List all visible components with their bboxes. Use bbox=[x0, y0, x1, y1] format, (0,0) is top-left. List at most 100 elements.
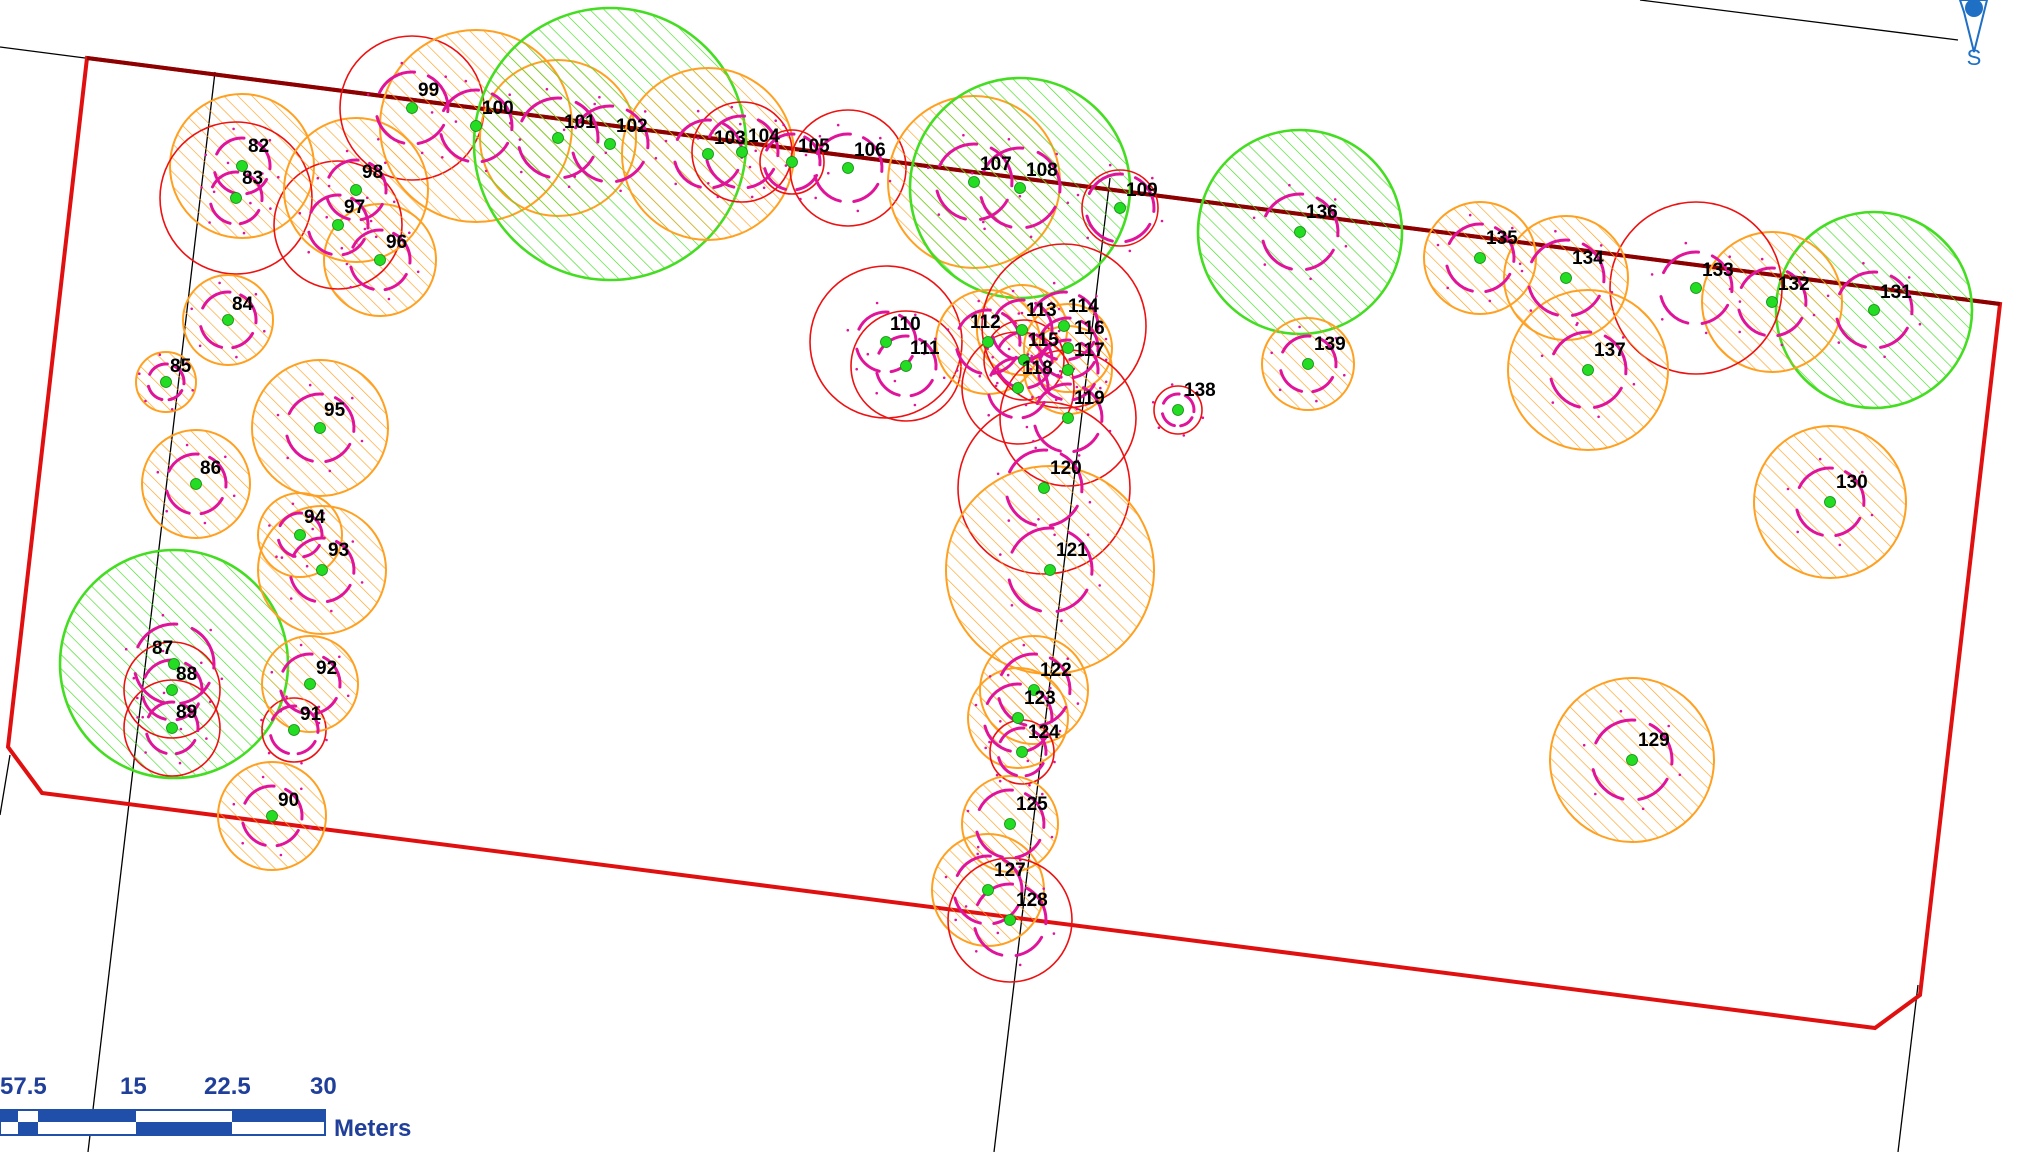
tree-point-127[interactable] bbox=[982, 884, 994, 896]
tree-point-83[interactable] bbox=[230, 192, 242, 204]
tree-point-119[interactable] bbox=[1062, 412, 1074, 424]
tree-point-114[interactable] bbox=[1058, 320, 1070, 332]
tree-point-97[interactable] bbox=[332, 219, 344, 231]
tree-point-136[interactable] bbox=[1294, 226, 1306, 238]
root-zone-tick-130-2 bbox=[1796, 530, 1799, 534]
tree-point-125[interactable] bbox=[1004, 818, 1016, 830]
tree-point-95[interactable] bbox=[314, 422, 326, 434]
root-zone-tick-134-3 bbox=[1518, 262, 1522, 266]
tree-point-104[interactable] bbox=[736, 146, 748, 158]
root-zone-arc-125-2 bbox=[1014, 838, 1042, 859]
tree-point-96[interactable] bbox=[374, 254, 386, 266]
tree-point-137[interactable] bbox=[1582, 364, 1594, 376]
tree-point-120[interactable] bbox=[1038, 482, 1050, 494]
tree-point-102[interactable] bbox=[604, 138, 616, 150]
tree-point-118[interactable] bbox=[1012, 382, 1024, 394]
tree-point-111[interactable] bbox=[900, 360, 912, 372]
root-zone-tick-102-4 bbox=[598, 95, 601, 99]
tree-point-101[interactable] bbox=[552, 132, 564, 144]
tree-point-105[interactable] bbox=[786, 156, 798, 168]
tree-point-132[interactable] bbox=[1766, 296, 1778, 308]
tree-point-113[interactable] bbox=[1016, 324, 1028, 336]
tree-point-117[interactable] bbox=[1062, 364, 1074, 376]
tree-point-93[interactable] bbox=[316, 564, 328, 576]
tree-label-115: 115 bbox=[1028, 330, 1059, 351]
tree-point-138[interactable] bbox=[1172, 404, 1184, 416]
root-zone-arc-135-0 bbox=[1447, 222, 1484, 245]
tree-point-90[interactable] bbox=[266, 810, 278, 822]
tree-point-122[interactable] bbox=[1028, 684, 1040, 696]
tree-point-87[interactable] bbox=[168, 658, 180, 670]
root-zone-arc-83-0 bbox=[211, 170, 240, 189]
tree-point-108[interactable] bbox=[1014, 182, 1026, 194]
root-zone-tick-84-5 bbox=[254, 292, 258, 296]
tree-point-86[interactable] bbox=[190, 478, 202, 490]
tree-point-109[interactable] bbox=[1114, 202, 1126, 214]
tree-label-123: 123 bbox=[1024, 688, 1056, 709]
root-zone-arc-82-3 bbox=[213, 171, 238, 195]
root-zone-arc-85-0 bbox=[148, 362, 169, 376]
root-zone-tick-82-1 bbox=[249, 201, 252, 205]
root-zone-arc-111-3 bbox=[875, 371, 901, 397]
tree-label-134: 134 bbox=[1572, 248, 1604, 269]
root-zone-tick-88-2 bbox=[141, 715, 144, 719]
root-zone-tick-139-4 bbox=[1298, 325, 1301, 329]
root-zone-tick-84-1 bbox=[235, 355, 238, 359]
root-zone-arc-131-3 bbox=[1835, 317, 1867, 349]
root-zone-arc-96-2 bbox=[383, 272, 408, 292]
tree-point-107[interactable] bbox=[968, 176, 980, 188]
tree-point-92[interactable] bbox=[304, 678, 316, 690]
root-zone-tick-102-5 bbox=[643, 110, 647, 113]
tree-point-99[interactable] bbox=[406, 102, 418, 114]
root-zone-tick-101-1 bbox=[567, 185, 571, 189]
tree-point-82[interactable] bbox=[236, 160, 248, 172]
root-zone-arc-104-1 bbox=[756, 118, 780, 158]
tree-point-133[interactable] bbox=[1690, 282, 1702, 294]
tree-point-98[interactable] bbox=[350, 184, 362, 196]
tree-point-89[interactable] bbox=[166, 722, 178, 734]
root-zone-arc-100-0 bbox=[442, 88, 480, 113]
tree-point-116[interactable] bbox=[1062, 342, 1074, 354]
root-zone-tick-128-5 bbox=[1042, 887, 1045, 890]
tree-point-121[interactable] bbox=[1044, 564, 1056, 576]
root-zone-arc-89-1 bbox=[182, 703, 200, 733]
root-zone-arc-120-1 bbox=[1059, 452, 1084, 494]
tree-point-112[interactable] bbox=[982, 336, 994, 348]
tree-point-106[interactable] bbox=[842, 162, 854, 174]
tree-point-115[interactable] bbox=[1018, 354, 1030, 366]
tree-point-110[interactable] bbox=[880, 336, 892, 348]
tree-point-88[interactable] bbox=[166, 684, 178, 696]
tree-point-129[interactable] bbox=[1626, 754, 1638, 766]
tree-point-134[interactable] bbox=[1560, 272, 1572, 284]
tree-label-101: 101 bbox=[564, 112, 596, 133]
tree-point-103[interactable] bbox=[702, 148, 714, 160]
tree-label-132: 132 bbox=[1778, 274, 1810, 295]
tree-point-124[interactable] bbox=[1016, 746, 1028, 758]
tree-point-130[interactable] bbox=[1824, 496, 1836, 508]
root-zone-tick-82-4 bbox=[232, 127, 235, 131]
tree-point-128[interactable] bbox=[1004, 914, 1016, 926]
root-zone-arc-93-1 bbox=[335, 540, 356, 575]
tree-label-114: 114 bbox=[1068, 296, 1099, 317]
root-zone-arc-87-0 bbox=[136, 622, 179, 649]
tree-point-131[interactable] bbox=[1868, 304, 1880, 316]
root-zone-tick-94-0 bbox=[329, 543, 332, 546]
tree-point-85[interactable] bbox=[160, 376, 172, 388]
tree-point-84[interactable] bbox=[222, 314, 234, 326]
tree-point-100[interactable] bbox=[470, 120, 482, 132]
root-zone-tick-118-4 bbox=[1007, 347, 1011, 351]
tree-point-139[interactable] bbox=[1302, 358, 1314, 370]
tree-point-91[interactable] bbox=[288, 724, 300, 736]
root-zone-arc-84-0 bbox=[201, 290, 232, 310]
root-zone-tick-88-1 bbox=[179, 727, 183, 731]
root-zone-arc-124-2 bbox=[1024, 762, 1045, 778]
root-zone-tick-105-0 bbox=[827, 171, 830, 175]
root-zone-tick-104-2 bbox=[707, 182, 710, 185]
root-zone-tick-92-2 bbox=[279, 709, 283, 713]
tree-point-123[interactable] bbox=[1012, 712, 1024, 724]
root-zone-tick-107-0 bbox=[1018, 194, 1022, 198]
root-zone-arc-130-0 bbox=[1797, 466, 1834, 489]
tree-point-94[interactable] bbox=[294, 529, 306, 541]
tree-point-135[interactable] bbox=[1474, 252, 1486, 264]
